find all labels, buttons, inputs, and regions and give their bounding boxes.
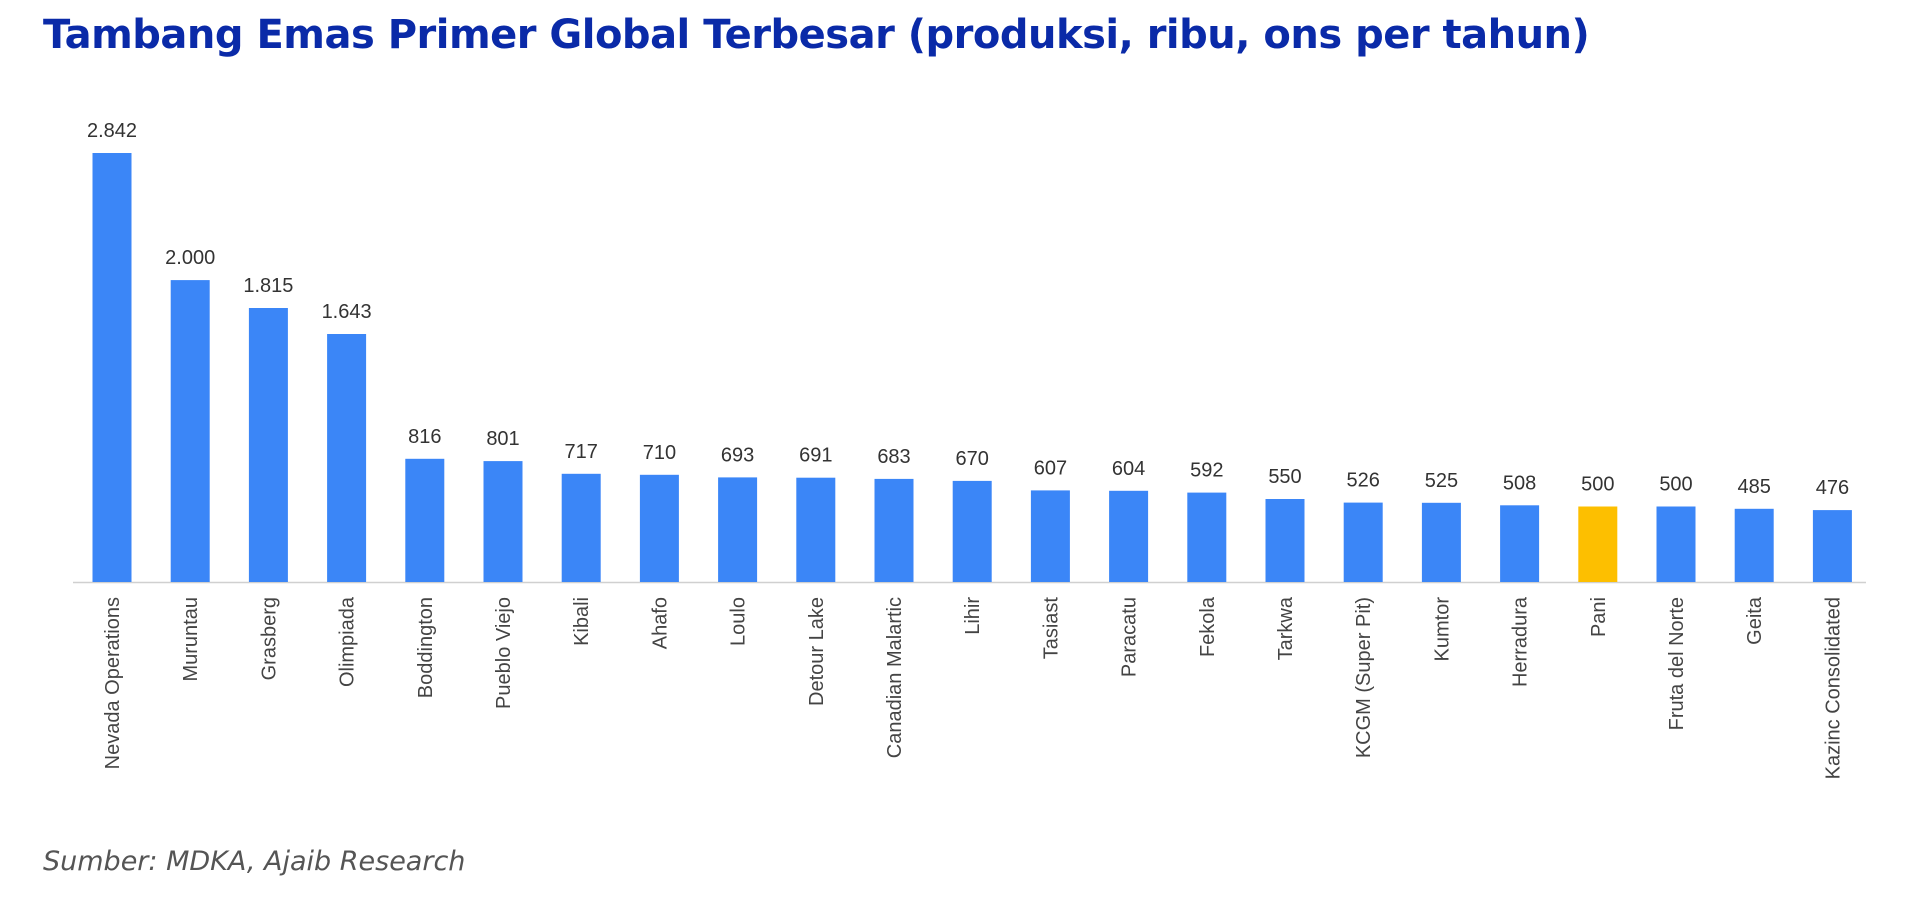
bar: [483, 461, 523, 582]
x-tick-label: Pueblo Viejo: [493, 597, 515, 709]
data-label: 683: [877, 446, 910, 468]
bar: [1421, 502, 1461, 582]
source-note: Sumber: MDKA, Ajaib Research: [43, 846, 466, 877]
bar: [1187, 492, 1227, 582]
data-label: 1.643: [322, 301, 372, 323]
data-label: 710: [643, 442, 676, 464]
data-label: 1.815: [243, 275, 293, 297]
data-label: 550: [1268, 466, 1301, 488]
bar: [1578, 506, 1618, 582]
x-tick-label: Muruntau: [180, 597, 202, 682]
bar: [718, 477, 758, 582]
bar: [248, 308, 288, 582]
x-tick-label: Ahafo: [649, 597, 671, 649]
x-tick-label: Fruta del Norte: [1666, 597, 1688, 730]
data-label: 526: [1347, 470, 1380, 492]
bar: [639, 474, 679, 582]
bar: [1500, 505, 1540, 582]
data-label: 816: [408, 426, 441, 448]
bar: [170, 280, 210, 582]
x-tick-label: Fekola: [1197, 596, 1219, 657]
x-tick-label: Nevada Operations: [102, 597, 124, 769]
data-label: 691: [799, 445, 832, 467]
x-tick-label: Kazinc Consolidated: [1822, 597, 1844, 779]
data-label: 607: [1034, 457, 1067, 479]
data-label: 592: [1190, 460, 1223, 482]
data-label: 500: [1581, 474, 1614, 496]
x-tick-label: Olimpiada: [337, 596, 359, 687]
data-label: 801: [486, 428, 519, 450]
bar: [92, 153, 132, 582]
data-label: 604: [1112, 458, 1145, 480]
chart-title: Tambang Emas Primer Global Terbesar (pro…: [43, 12, 1590, 58]
bar: [1109, 490, 1149, 582]
bar: [1343, 502, 1383, 582]
x-tick-label: Detour Lake: [806, 597, 828, 706]
bar: [796, 477, 836, 582]
bar: [327, 334, 367, 582]
x-tick-label: Loulo: [728, 597, 750, 646]
bar: [405, 458, 445, 582]
x-tick-label: Lihir: [962, 597, 984, 635]
x-tick-label: Geita: [1744, 596, 1766, 645]
data-label: 525: [1425, 470, 1458, 492]
bar: [1734, 508, 1774, 582]
x-tick-label: Canadian Malartic: [884, 597, 906, 758]
data-label: 2.842: [87, 120, 137, 142]
bar: [874, 478, 914, 582]
data-label: 717: [565, 441, 598, 463]
data-label: 476: [1816, 477, 1849, 499]
bar: [1656, 506, 1696, 582]
x-tick-label: Grasberg: [258, 597, 280, 680]
x-tick-label: Kumtor: [1431, 597, 1453, 662]
bar: [1265, 499, 1305, 582]
x-tick-label: Kibali: [571, 597, 593, 646]
data-label: 508: [1503, 472, 1536, 494]
x-tick-label: KCGM (Super Pit): [1353, 597, 1375, 758]
data-label: 693: [721, 444, 754, 466]
data-label: 670: [956, 448, 989, 470]
data-label: 2.000: [165, 247, 215, 269]
data-label: 485: [1738, 476, 1771, 498]
bar: [1812, 510, 1852, 582]
x-tick-label: Tasiast: [1040, 597, 1062, 660]
bar: [952, 480, 992, 582]
x-tick-label: Boddington: [415, 597, 437, 698]
data-label: 500: [1659, 474, 1692, 496]
x-tick-label: Herradura: [1510, 596, 1532, 687]
x-tick-label: Pani: [1588, 597, 1610, 637]
x-tick-label: Tarkwa: [1275, 596, 1297, 660]
bar: [1030, 490, 1070, 582]
bar: [561, 473, 601, 582]
x-tick-label: Paracatu: [1119, 597, 1141, 677]
